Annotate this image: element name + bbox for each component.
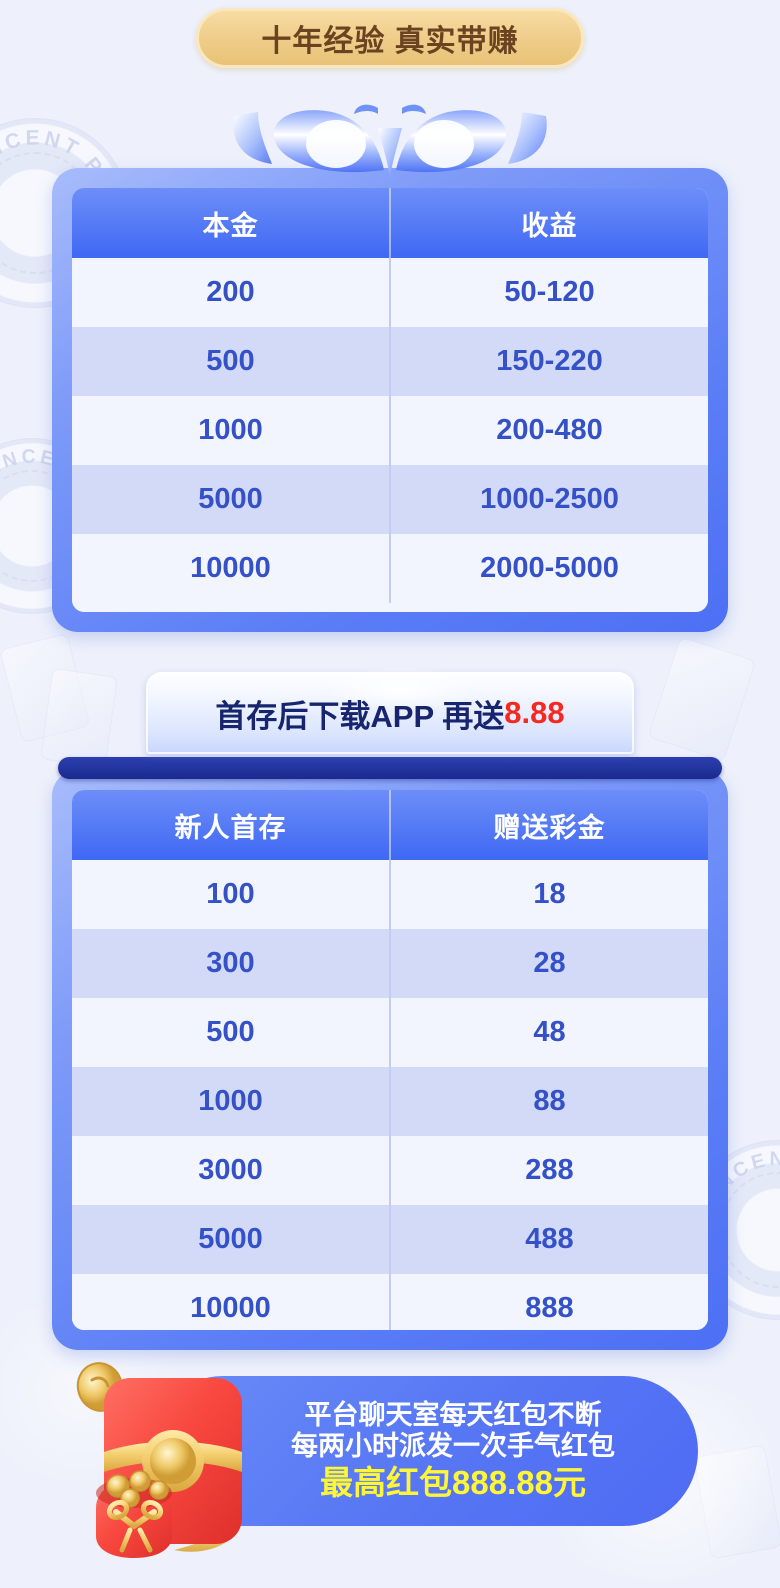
column-header-profit: 收益 bbox=[390, 188, 708, 258]
earnings-table-body: 200 50-120 500 150-220 1000 200-480 5000 1000-2… bbox=[72, 258, 708, 603]
cell-value: 88 bbox=[390, 1067, 708, 1136]
promo-line-1: 平台聊天室每天红包不断 bbox=[304, 1399, 602, 1430]
table-row: 500 48 bbox=[72, 998, 708, 1067]
column-header-first-deposit: 新人首存 bbox=[72, 790, 391, 860]
cell-value: 1000-2500 bbox=[390, 465, 708, 534]
promo-line-2: 每两小时派发一次手气红包 bbox=[291, 1431, 615, 1462]
column-header-bonus: 赠送彩金 bbox=[390, 790, 708, 860]
cell-value: 48 bbox=[390, 998, 708, 1067]
app-bonus-sign: 首存后下载APP 再送 8.88 bbox=[146, 666, 634, 754]
playing-card-watermark bbox=[39, 667, 119, 769]
deposit-bonus-table-card: 新人首存 赠送彩金 100 18 300 28 500 48 1000 88 3000 288 50… bbox=[52, 770, 728, 1350]
table-row: 500 150-220 bbox=[72, 327, 708, 396]
table-row: 100 18 bbox=[72, 860, 708, 929]
red-envelope-icon bbox=[76, 1362, 242, 1558]
cell-amount: 5000 bbox=[72, 465, 391, 534]
playing-card-watermark bbox=[647, 636, 757, 762]
sign-slot bbox=[58, 757, 722, 779]
table-row: 10000 888 bbox=[72, 1274, 708, 1330]
cell-value: 28 bbox=[390, 929, 708, 998]
cell-amount: 1000 bbox=[72, 1067, 391, 1136]
cell-amount: 1000 bbox=[72, 396, 391, 465]
cell-value: 488 bbox=[390, 1205, 708, 1274]
cell-amount: 200 bbox=[72, 258, 391, 327]
column-header-principal: 本金 bbox=[72, 188, 391, 258]
deposit-bonus-table-body: 100 18 300 28 500 48 1000 88 3000 288 5000 488 10000… bbox=[72, 860, 708, 1330]
cell-value: 888 bbox=[390, 1274, 708, 1330]
cell-amount: 500 bbox=[72, 327, 391, 396]
earnings-table: 本金 收益 200 50-120 500 150-220 1000 200-480 5000… bbox=[72, 188, 708, 603]
cell-value: 18 bbox=[390, 860, 708, 929]
table-row: 300 28 bbox=[72, 929, 708, 998]
table-row: 5000 1000-2500 bbox=[72, 465, 708, 534]
earnings-table-card: 本金 收益 200 50-120 500 150-220 1000 200-480 5000… bbox=[52, 168, 728, 632]
table-row: 1000 200-480 bbox=[72, 396, 708, 465]
headline-banner: 十年经验 真实带赚 bbox=[196, 8, 584, 68]
sign-amount-text: 8.88 bbox=[504, 695, 565, 730]
table-header-row: 本金 收益 bbox=[72, 188, 708, 258]
cell-amount: 5000 bbox=[72, 1205, 391, 1274]
table-row: 5000 488 bbox=[72, 1205, 708, 1274]
table-row: 10000 2000-5000 bbox=[72, 534, 708, 603]
cell-amount: 500 bbox=[72, 998, 391, 1067]
table-row: 3000 288 bbox=[72, 1136, 708, 1205]
cell-value: 200-480 bbox=[390, 396, 708, 465]
cell-value: 50-120 bbox=[390, 258, 708, 327]
table-row: 1000 88 bbox=[72, 1067, 708, 1136]
cell-amount: 100 bbox=[72, 860, 391, 929]
red-packet-promo: 平台聊天室每天红包不断 每两小时派发一次手气红包 最高红包888.88元 bbox=[0, 1352, 780, 1588]
cell-amount: 10000 bbox=[72, 534, 391, 603]
promo-line-3: 最高红包888.88元 bbox=[320, 1463, 586, 1501]
table-header-row: 新人首存 赠送彩金 bbox=[72, 790, 708, 860]
cell-amount: 3000 bbox=[72, 1136, 391, 1205]
table-row: 200 50-120 bbox=[72, 258, 708, 327]
cell-amount: 300 bbox=[72, 929, 391, 998]
cell-value: 2000-5000 bbox=[390, 534, 708, 603]
deposit-bonus-table: 新人首存 赠送彩金 100 18 300 28 500 48 1000 88 3000 288 50… bbox=[72, 790, 708, 1330]
earnings-table-inner: 本金 收益 200 50-120 500 150-220 1000 200-480 5000… bbox=[72, 188, 708, 612]
sign-main-text: 首存后下载APP 再送 bbox=[215, 698, 505, 734]
cell-value: 288 bbox=[390, 1136, 708, 1205]
gift-ribbon-bow-icon bbox=[233, 104, 547, 178]
deposit-bonus-table-inner: 新人首存 赠送彩金 100 18 300 28 500 48 1000 88 3000 288 50… bbox=[72, 790, 708, 1330]
cell-value: 150-220 bbox=[390, 327, 708, 396]
headline-banner-text: 十年经验 真实带赚 bbox=[261, 25, 519, 58]
cell-amount: 10000 bbox=[72, 1274, 391, 1330]
